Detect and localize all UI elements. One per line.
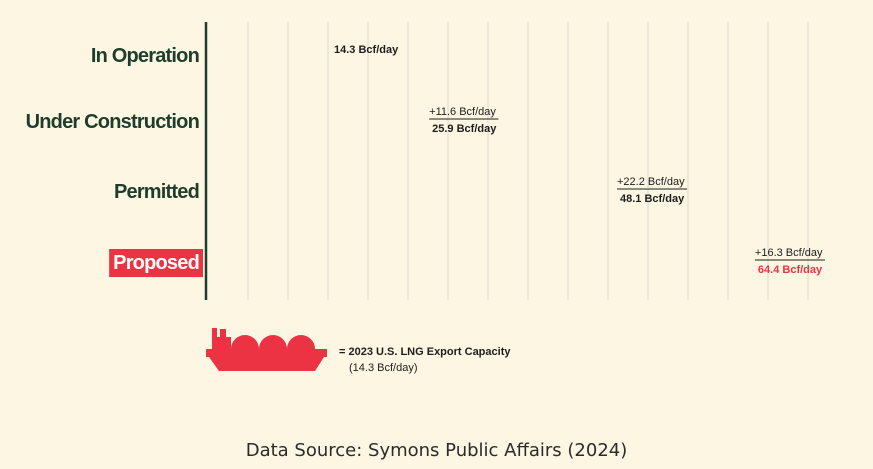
category-label: Proposed xyxy=(113,252,199,274)
existing-capacity-bar-segment xyxy=(448,237,569,282)
existing-capacity-bar xyxy=(206,96,327,141)
existing-capacity-bar-segment xyxy=(327,237,448,282)
total-label: 25.9 Bcf/day xyxy=(432,123,497,135)
value-labels: 14.3 Bcf/day +11.6 Bcf/day 25.9 Bcf/day +22… xyxy=(334,44,825,276)
total-label: 48.1 Bcf/day xyxy=(620,193,685,205)
legend-ship-icon xyxy=(206,328,327,371)
added-capacity-bar-segment xyxy=(327,96,425,141)
existing-capacity-bar-segment xyxy=(206,96,327,141)
category-label: Under Construction xyxy=(26,111,199,133)
legend: = 2023 U.S. LNG Export Capacity (14.3 Bc… xyxy=(206,328,511,374)
existing-capacity-bar-segment xyxy=(206,237,327,282)
added-capacity-bar xyxy=(425,166,613,211)
category-label: In Operation xyxy=(91,45,199,67)
added-capacity-bar-segment xyxy=(613,237,734,282)
existing-capacity-bar-segment xyxy=(327,166,425,211)
added-label: +22.2 Bcf/day xyxy=(617,176,685,188)
existing-capacity-bar-segment xyxy=(569,237,613,282)
gridlines xyxy=(247,22,809,300)
category-labels: In Operation Under Construction Permitted P… xyxy=(26,45,203,277)
proposed-highlight-box xyxy=(109,249,203,277)
category-label: Permitted xyxy=(114,181,199,203)
legend-sublabel: (14.3 Bcf/day) xyxy=(349,362,417,374)
added-capacity-bar-segment xyxy=(206,30,327,75)
legend-label: = 2023 U.S. LNG Export Capacity xyxy=(339,346,511,358)
existing-capacity-bar xyxy=(206,237,613,282)
existing-capacity-bar-segment xyxy=(206,166,327,211)
legend-ship-shape xyxy=(206,328,327,371)
lng-capacity-chart: In Operation Under Construction Permitted P… xyxy=(26,22,825,374)
total-label: 64.4 Bcf/day xyxy=(758,264,823,276)
added-capacity-bar xyxy=(206,30,327,75)
data-source: Data Source: Symons Public Affairs (2024… xyxy=(245,440,628,461)
added-capacity-bar xyxy=(327,96,425,141)
existing-capacity-bar xyxy=(206,166,425,211)
added-label: +11.6 Bcf/day xyxy=(429,106,496,118)
added-capacity-bar-segment xyxy=(546,166,613,211)
added-capacity-bar xyxy=(613,237,751,282)
total-label: 14.3 Bcf/day xyxy=(334,44,399,56)
added-label: +16.3 Bcf/day xyxy=(755,247,823,259)
added-capacity-bar-segment xyxy=(734,237,751,282)
